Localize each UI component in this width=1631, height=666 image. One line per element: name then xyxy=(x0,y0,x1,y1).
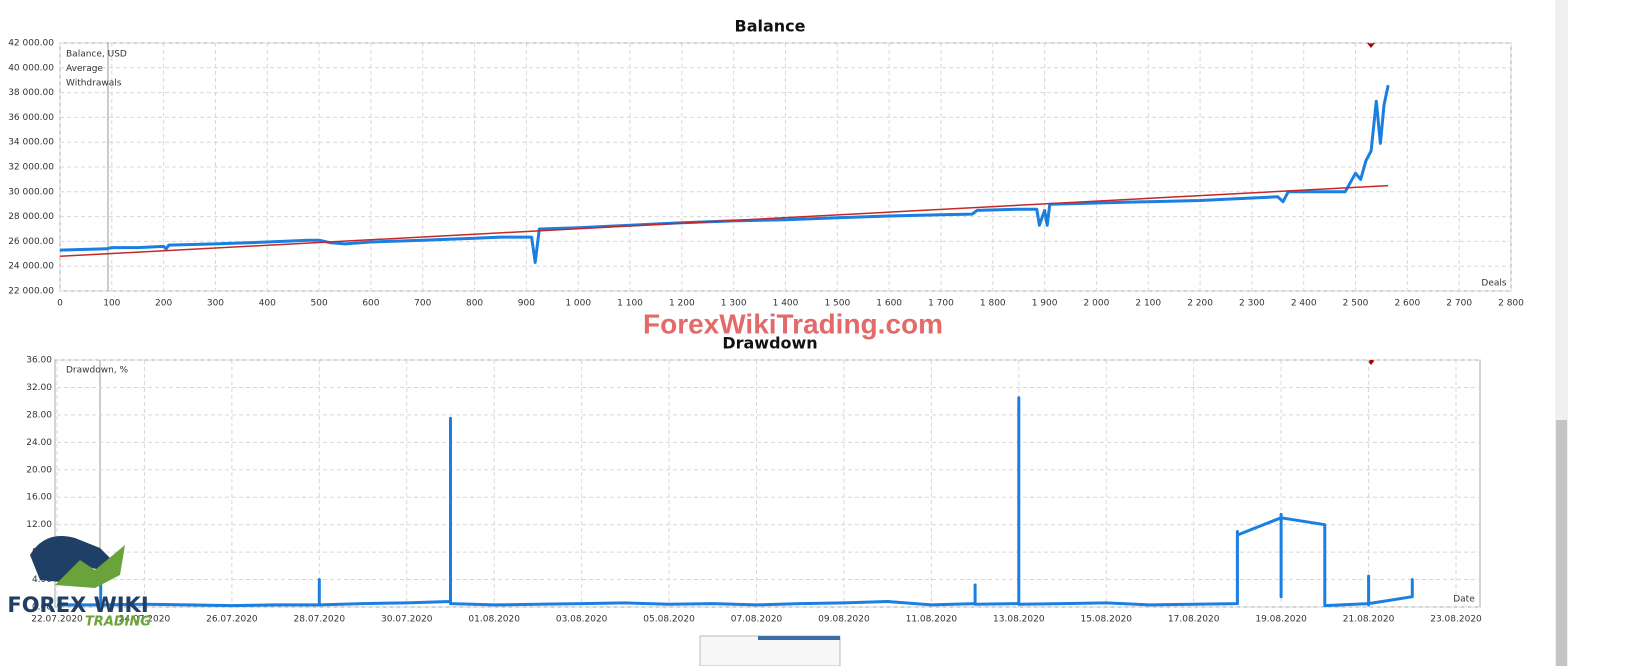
chart-title: Drawdown xyxy=(722,334,817,353)
x-tick-label: 13.08.2020 xyxy=(993,615,1045,625)
x-tick-label: 2 700 xyxy=(1446,299,1472,309)
chart-title: Balance xyxy=(735,17,806,36)
x-tick-label: 1 000 xyxy=(565,299,591,309)
x-tick-label: 1 100 xyxy=(617,299,643,309)
x-tick-label: 19.08.2020 xyxy=(1255,615,1307,625)
x-tick-label: 23.08.2020 xyxy=(1430,615,1482,625)
x-tick-label: 09.08.2020 xyxy=(818,615,870,625)
x-tick-label: 100 xyxy=(103,299,120,309)
logo-bull xyxy=(30,536,112,582)
x-tick-label: 2 400 xyxy=(1291,299,1317,309)
x-tick-label: 1 400 xyxy=(773,299,799,309)
legend-label: Average xyxy=(66,64,103,74)
y-tick-label: 34 000.00 xyxy=(8,138,54,148)
y-tick-label: 42 000.00 xyxy=(8,39,54,49)
x-tick-label: 05.08.2020 xyxy=(643,615,695,625)
y-tick-label: 32 000.00 xyxy=(8,163,54,173)
x-tick-label: 1 500 xyxy=(824,299,850,309)
y-tick-label: 28 000.00 xyxy=(8,212,54,222)
watermark: ForexWikiTrading.com xyxy=(643,308,943,339)
x-tick-label: 07.08.2020 xyxy=(731,615,783,625)
x-tick-label: 600 xyxy=(362,299,379,309)
x-tick-label: 2 800 xyxy=(1498,299,1524,309)
x-tick-label: 22.07.2020 xyxy=(31,615,83,625)
x-tick-label: 11.08.2020 xyxy=(906,615,958,625)
plot-frame xyxy=(54,359,1481,608)
x-tick-label: 1 700 xyxy=(928,299,954,309)
y-tick-label: 36.00 xyxy=(26,356,52,366)
y-tick-label: 26 000.00 xyxy=(8,237,54,247)
x-tick-label: 400 xyxy=(259,299,276,309)
x-tick-label: 24.07.2020 xyxy=(119,615,171,625)
y-tick-label: 24 000.00 xyxy=(8,262,54,272)
series-line xyxy=(59,84,1390,264)
x-tick-label: 01.08.2020 xyxy=(468,615,520,625)
x-tick-label: 2 500 xyxy=(1343,299,1369,309)
x-tick-label: 17.08.2020 xyxy=(1168,615,1220,625)
x-tick-label: 700 xyxy=(414,299,431,309)
x-tick-label: 500 xyxy=(311,299,328,309)
y-tick-label: 30 000.00 xyxy=(8,187,54,197)
tab-active xyxy=(758,636,840,640)
y-tick-label: 16.00 xyxy=(26,493,52,503)
logo-arrow xyxy=(55,545,125,588)
x-tick-label: 21.08.2020 xyxy=(1343,615,1395,625)
scrollbar-thumb[interactable] xyxy=(1556,420,1567,666)
y-tick-label: 20.00 xyxy=(26,465,52,475)
x-tick-label: 1 300 xyxy=(721,299,747,309)
y-tick-label: 28.00 xyxy=(26,410,52,420)
y-tick-label: 0.00 xyxy=(32,603,52,613)
x-axis-label: Date xyxy=(1453,595,1475,605)
legend-label: Drawdown, % xyxy=(66,366,129,376)
x-tick-label: 900 xyxy=(518,299,535,309)
x-tick-label: 1 600 xyxy=(876,299,902,309)
x-tick-label: 1 200 xyxy=(669,299,695,309)
logo-text: TRADING xyxy=(85,615,151,630)
x-tick-label: 2 300 xyxy=(1239,299,1265,309)
x-tick-label: 28.07.2020 xyxy=(294,615,346,625)
legend-label: Balance, USD xyxy=(66,50,127,60)
y-tick-label: 22 000.00 xyxy=(8,287,54,297)
x-tick-label: 2 100 xyxy=(1135,299,1161,309)
tab[interactable] xyxy=(699,635,841,666)
logo: FOREX WIKI TRADING xyxy=(7,536,151,630)
x-tick-label: 0 xyxy=(57,299,63,309)
average-line xyxy=(59,184,1389,258)
y-tick-label: 38 000.00 xyxy=(8,88,54,98)
marker xyxy=(1367,43,1375,48)
x-tick-label: 26.07.2020 xyxy=(206,615,258,625)
y-tick-label: 32.00 xyxy=(26,383,52,393)
x-tick-label: 2 200 xyxy=(1187,299,1213,309)
legend-label: Withdrawals xyxy=(66,79,122,89)
x-tick-label: 1 800 xyxy=(980,299,1006,309)
x-tick-label: 30.07.2020 xyxy=(381,615,433,625)
y-tick-label: 24.00 xyxy=(26,438,52,448)
y-tick-label: 40 000.00 xyxy=(8,63,54,73)
logo-text: FOREX WIKI xyxy=(7,593,148,617)
x-tick-label: 800 xyxy=(466,299,483,309)
y-tick-label: 12.00 xyxy=(26,520,52,530)
x-tick-label: 03.08.2020 xyxy=(556,615,608,625)
x-axis-label: Deals xyxy=(1481,279,1506,289)
x-tick-label: 2 600 xyxy=(1394,299,1420,309)
x-tick-label: 200 xyxy=(155,299,172,309)
x-tick-label: 15.08.2020 xyxy=(1080,615,1132,625)
x-tick-label: 1 900 xyxy=(1032,299,1058,309)
x-tick-label: 2 000 xyxy=(1084,299,1110,309)
y-tick-label: 36 000.00 xyxy=(8,113,54,123)
x-tick-label: 300 xyxy=(207,299,224,309)
series-line xyxy=(57,396,1414,608)
